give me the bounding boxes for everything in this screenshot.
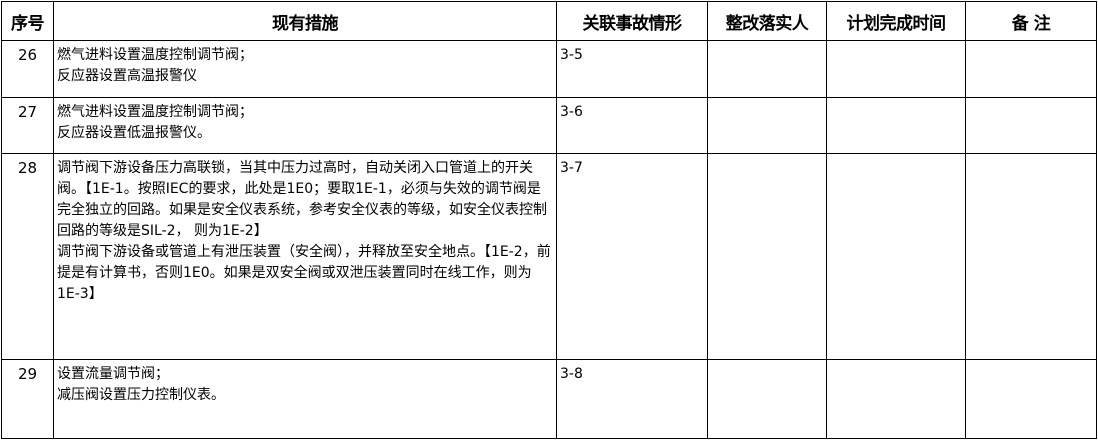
row-remark xyxy=(965,97,1097,154)
measure-line: 设置流量调节阀； xyxy=(57,366,169,382)
header-scenario: 关联事故情形 xyxy=(556,1,708,41)
row-remark xyxy=(965,359,1097,439)
table-row: 26 燃气进料设置温度控制调节阀； 反应器设置高温报警仪 3-5 xyxy=(1,40,1097,98)
row-owner xyxy=(707,97,827,154)
measure-line: 燃气进料设置温度控制调节阀； xyxy=(57,47,253,63)
row-deadline xyxy=(826,359,966,439)
row-deadline xyxy=(826,153,966,360)
row-remark xyxy=(965,153,1097,360)
row-no: 28 xyxy=(1,153,54,360)
row-scenario: 3-7 xyxy=(556,153,708,360)
header-no: 序号 xyxy=(1,1,54,41)
row-deadline xyxy=(826,40,966,98)
row-owner xyxy=(707,153,827,360)
table-row: 29 设置流量调节阀； 减压阀设置压力控制仪表。 3-8 xyxy=(1,359,1097,439)
header-deadline: 计划完成时间 xyxy=(826,1,966,41)
row-no: 26 xyxy=(1,40,54,98)
measure-line: 反应器设置低温报警仪。 xyxy=(57,125,211,141)
header-measures: 现有措施 xyxy=(53,1,557,41)
row-scenario: 3-6 xyxy=(556,97,708,154)
row-measures: 燃气进料设置温度控制调节阀； 反应器设置高温报警仪 xyxy=(53,40,557,98)
row-scenario: 3-5 xyxy=(556,40,708,98)
header-row: 序号 现有措施 关联事故情形 整改落实人 计划完成时间 备 注 xyxy=(1,1,1097,41)
row-no: 27 xyxy=(1,97,54,154)
row-measures: 燃气进料设置温度控制调节阀； 反应器设置低温报警仪。 xyxy=(53,97,557,154)
measure-line: 调节阀下游设备压力高联锁，当其中压力过高时，自动关闭入口管道上的开关阀。【1E-… xyxy=(57,160,547,239)
measure-line: 调节阀下游设备或管道上有泄压装置（安全阀），并释放至安全地点。【1E-2，前提是… xyxy=(57,244,551,302)
row-owner xyxy=(707,40,827,98)
row-no: 29 xyxy=(1,359,54,439)
table-row: 27 燃气进料设置温度控制调节阀； 反应器设置低温报警仪。 3-6 xyxy=(1,97,1097,154)
measure-line: 燃气进料设置温度控制调节阀； xyxy=(57,104,253,120)
header-remark: 备 注 xyxy=(965,1,1097,41)
row-remark xyxy=(965,40,1097,98)
row-owner xyxy=(707,359,827,439)
row-measures: 调节阀下游设备压力高联锁，当其中压力过高时，自动关闭入口管道上的开关阀。【1E-… xyxy=(53,153,557,360)
row-measures: 设置流量调节阀； 减压阀设置压力控制仪表。 xyxy=(53,359,557,439)
header-owner: 整改落实人 xyxy=(707,1,827,41)
row-deadline xyxy=(826,97,966,154)
measure-line: 反应器设置高温报警仪 xyxy=(57,68,197,84)
row-scenario: 3-8 xyxy=(556,359,708,439)
table-row: 28 调节阀下游设备压力高联锁，当其中压力过高时，自动关闭入口管道上的开关阀。【… xyxy=(1,153,1097,360)
measure-line: 减压阀设置压力控制仪表。 xyxy=(57,387,225,403)
